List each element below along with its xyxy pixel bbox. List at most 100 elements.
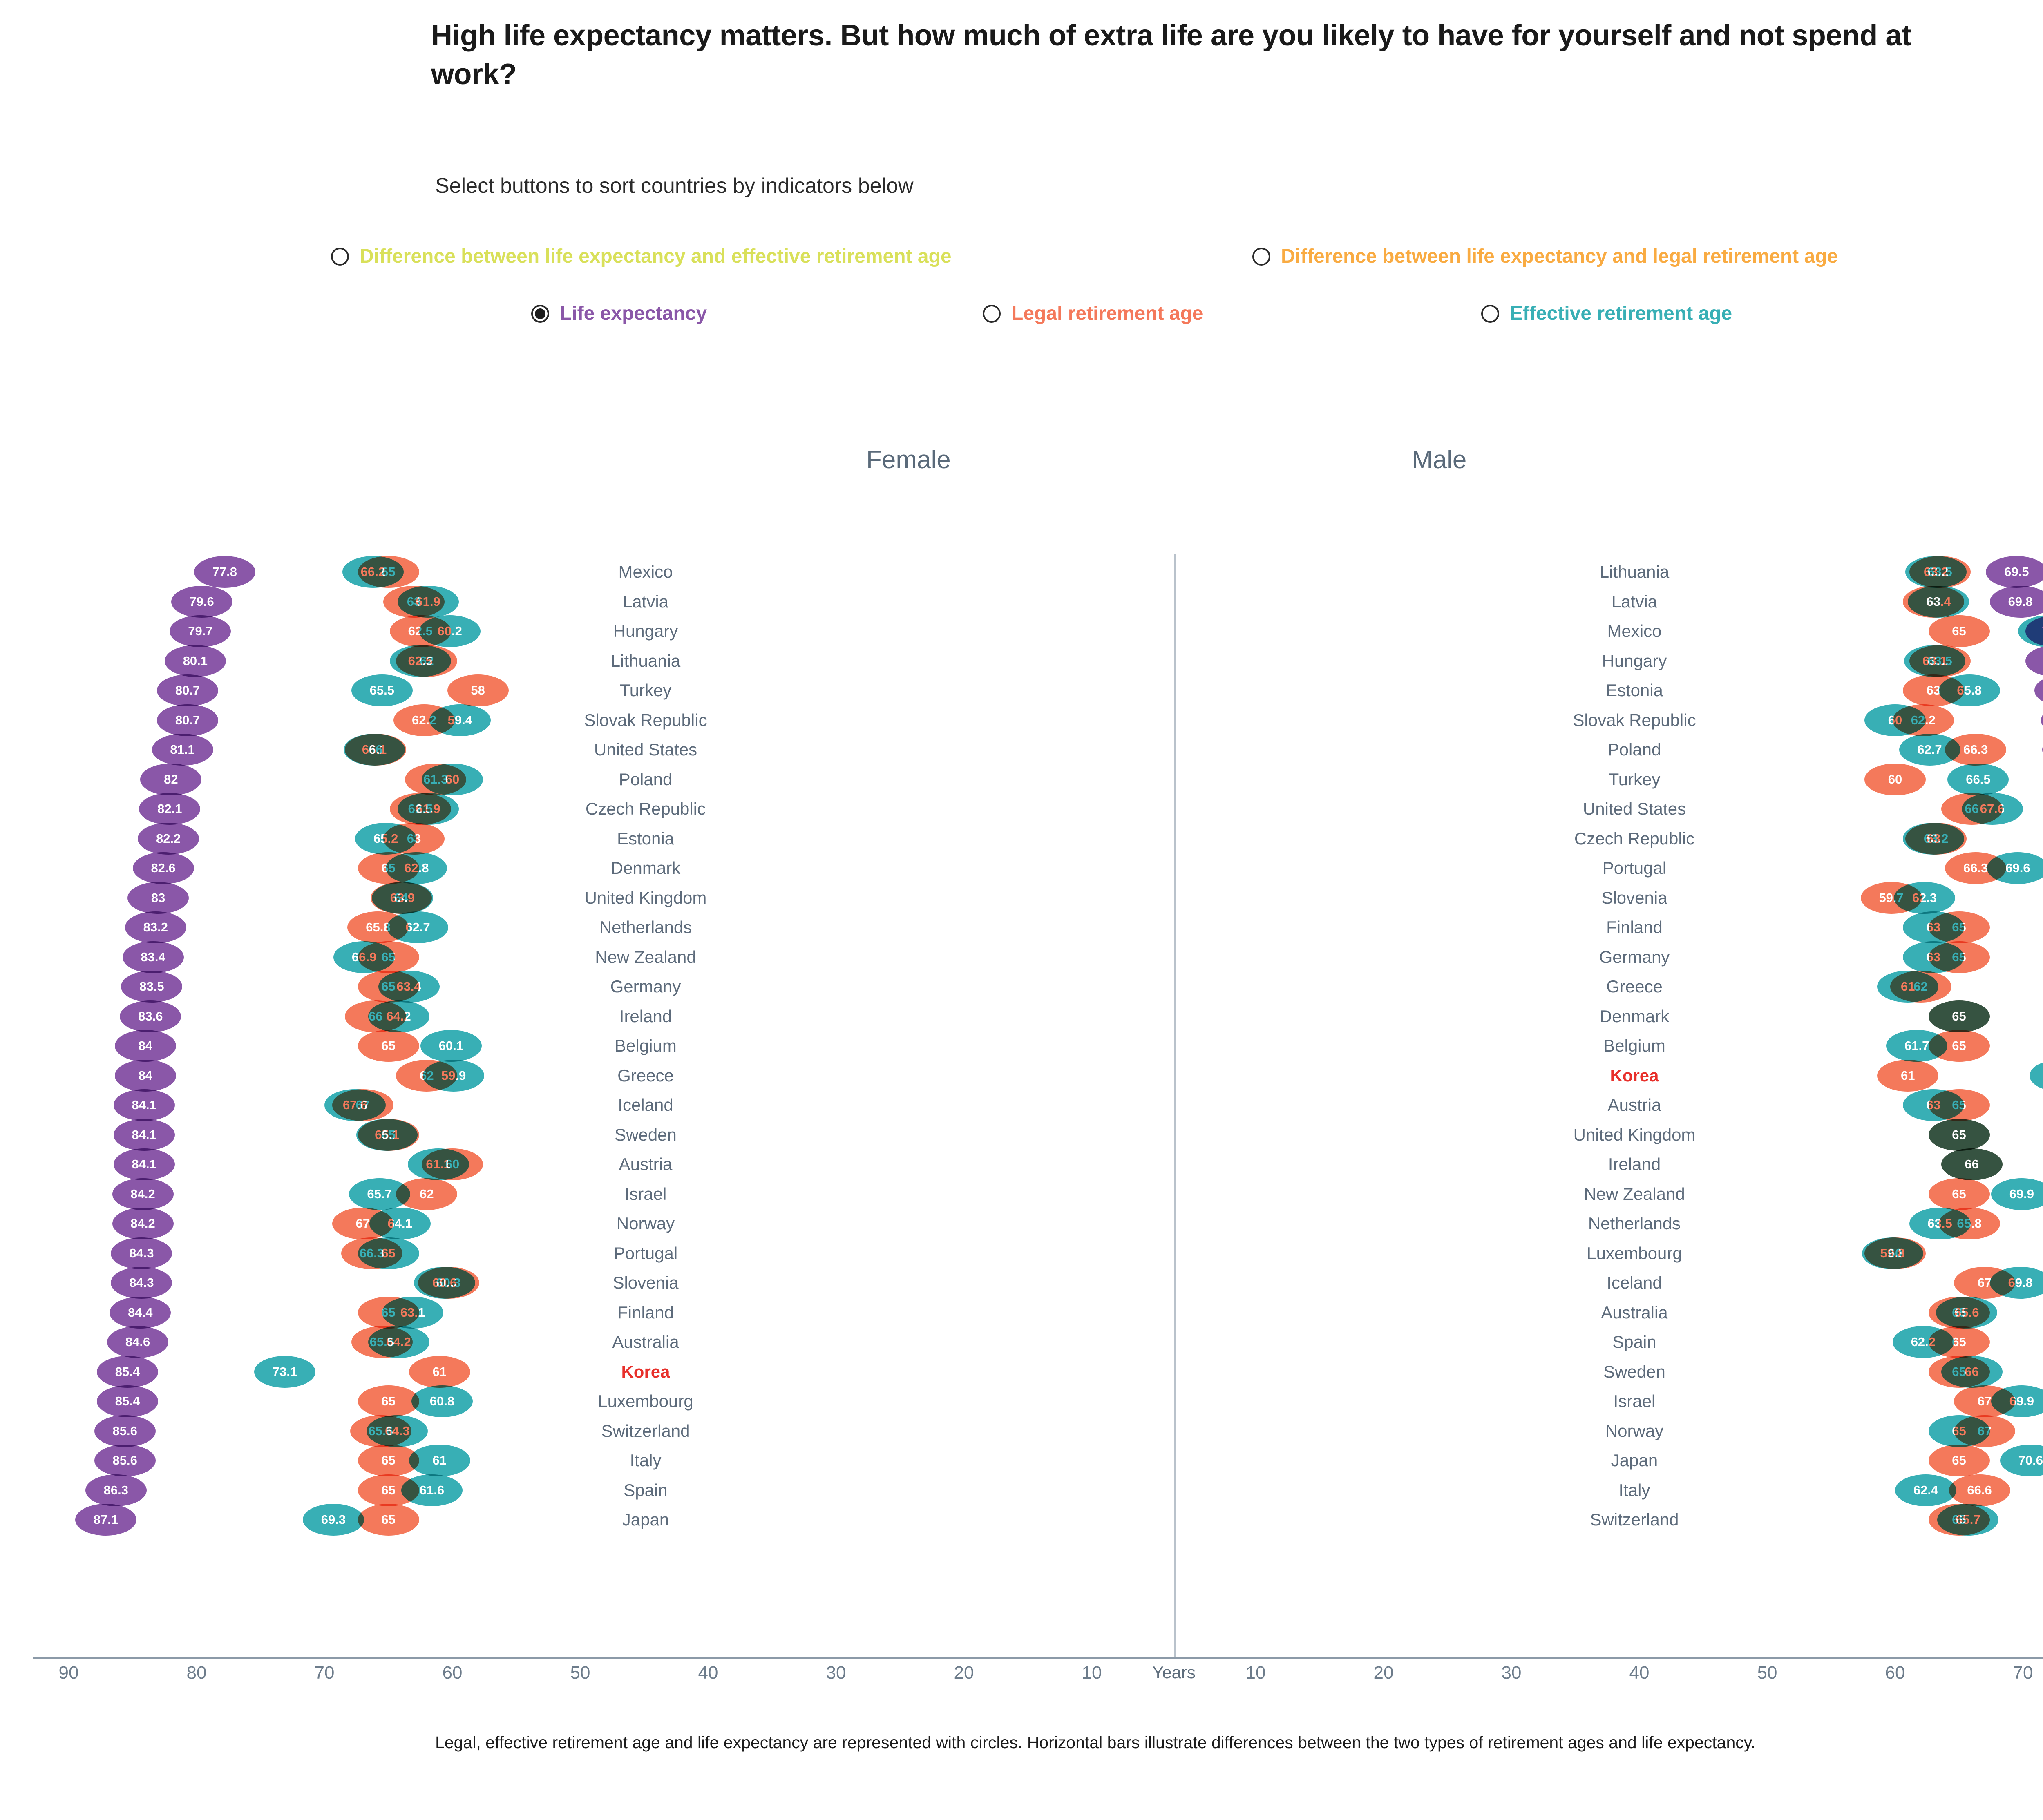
- bubble-female-life-expectancy[interactable]: 80.1: [164, 645, 226, 677]
- bubble-male-effective-retirement[interactable]: 63: [1902, 941, 1964, 973]
- bubble-male-effective-retirement[interactable]: 65.6: [1936, 1296, 1998, 1329]
- bubble-male-effective-retirement[interactable]: 62.4: [1895, 1474, 1957, 1506]
- bubble-female-life-expectancy[interactable]: 87.1: [75, 1504, 136, 1536]
- radio-dot-icon[interactable]: [983, 304, 1001, 323]
- bubble-male-effective-retirement[interactable]: 69.6: [1987, 852, 2043, 884]
- bubble-female-effective-retirement[interactable]: 59.9: [423, 1059, 485, 1092]
- bubble-male-effective-retirement[interactable]: 66: [1941, 1148, 2003, 1180]
- bubble-male-effective-retirement[interactable]: 65: [1928, 1415, 1990, 1447]
- bubble-female-effective-retirement[interactable]: 62.5: [389, 645, 451, 677]
- bubble-male-effective-retirement[interactable]: 70.6: [2000, 1445, 2043, 1476]
- bubble-female-life-expectancy[interactable]: 79.6: [171, 585, 232, 618]
- bubble-female-life-expectancy[interactable]: 80.7: [157, 674, 219, 706]
- bubble-male-life-expectancy[interactable]: 73.9: [2042, 734, 2043, 766]
- bubble-male-effective-retirement[interactable]: 69.9: [1991, 1385, 2043, 1417]
- bubble-female-effective-retirement[interactable]: 62.7: [387, 911, 449, 943]
- bubble-female-life-expectancy[interactable]: 84.3: [111, 1267, 172, 1299]
- bubble-female-effective-retirement[interactable]: 60.1: [420, 1030, 482, 1062]
- bubble-male-life-expectancy[interactable]: 72.6: [2025, 645, 2043, 677]
- bubble-female-legal-retirement[interactable]: 61: [409, 1356, 470, 1388]
- bubble-female-legal-retirement[interactable]: 65: [358, 1504, 419, 1536]
- bubble-female-life-expectancy[interactable]: 82.2: [138, 822, 199, 855]
- bubble-female-effective-retirement[interactable]: 63.9: [371, 882, 433, 914]
- bubble-female-life-expectancy[interactable]: 83.5: [121, 971, 183, 1003]
- bubble-male-effective-retirement[interactable]: 62.2: [1892, 1326, 1954, 1358]
- bubble-female-life-expectancy[interactable]: 82.6: [132, 852, 194, 884]
- bubble-female-life-expectancy[interactable]: 85.6: [94, 1415, 156, 1447]
- bubble-female-effective-retirement[interactable]: 61.9: [397, 793, 459, 825]
- bubble-female-effective-retirement[interactable]: 66.9: [333, 941, 395, 973]
- radio-option-legal-retirement[interactable]: Legal retirement age: [983, 302, 1203, 325]
- bubble-male-effective-retirement[interactable]: 69.9: [1991, 1178, 2043, 1210]
- bubble-male-effective-retirement[interactable]: 65.7: [1937, 1504, 1999, 1536]
- bubble-male-effective-retirement[interactable]: 63: [1902, 911, 1964, 943]
- bubble-female-effective-retirement[interactable]: 61.9: [397, 585, 459, 618]
- bubble-female-effective-retirement[interactable]: 65.2: [355, 822, 417, 855]
- bubble-female-effective-retirement[interactable]: 64.2: [368, 1326, 429, 1358]
- bubble-female-life-expectancy[interactable]: 81.1: [152, 734, 213, 766]
- bubble-male-effective-retirement[interactable]: 65.8: [1938, 674, 2000, 706]
- bubble-male-life-expectancy[interactable]: 69.8: [1989, 585, 2043, 618]
- bubble-female-life-expectancy[interactable]: 84.3: [111, 1237, 172, 1269]
- bubble-male-life-expectancy[interactable]: 73.3: [2034, 674, 2043, 706]
- bubble-female-effective-retirement[interactable]: 65.5: [351, 674, 413, 706]
- bubble-male-legal-retirement[interactable]: 65: [1928, 1178, 1990, 1210]
- bubble-male-life-expectancy[interactable]: 73.8: [2041, 704, 2043, 736]
- radio-option-diff-effective[interactable]: Difference between life expectancy and e…: [331, 245, 952, 268]
- bubble-male-effective-retirement[interactable]: 66: [1941, 1356, 2003, 1388]
- bubble-female-effective-retirement[interactable]: 61.6: [401, 1474, 463, 1506]
- bubble-female-life-expectancy[interactable]: 84.1: [113, 1119, 175, 1151]
- bubble-male-effective-retirement[interactable]: 63.5: [1909, 1208, 1971, 1239]
- radio-dot-icon[interactable]: [1252, 247, 1270, 266]
- bubble-male-effective-retirement[interactable]: 60: [1864, 704, 1926, 736]
- bubble-female-life-expectancy[interactable]: 84.6: [107, 1326, 169, 1358]
- bubble-female-effective-retirement[interactable]: 60.6: [414, 1267, 476, 1299]
- bubble-female-effective-retirement[interactable]: 66.2: [342, 556, 404, 588]
- bubble-male-effective-retirement[interactable]: 63: [1902, 822, 1964, 855]
- radio-dot-icon[interactable]: [1481, 304, 1499, 323]
- bubble-female-life-expectancy[interactable]: 77.8: [194, 556, 255, 588]
- bubble-female-legal-retirement[interactable]: 65: [358, 1445, 419, 1476]
- bubble-female-life-expectancy[interactable]: 86.3: [85, 1474, 147, 1506]
- bubble-male-legal-retirement[interactable]: 66.6: [1949, 1474, 2010, 1506]
- bubble-male-legal-retirement[interactable]: 60: [1864, 763, 1926, 795]
- bubble-female-life-expectancy[interactable]: 84.2: [112, 1178, 174, 1210]
- radio-dot-icon[interactable]: [331, 247, 349, 266]
- bubble-female-effective-retirement[interactable]: 65: [358, 1237, 419, 1269]
- bubble-male-effective-retirement[interactable]: 66.5: [1947, 763, 2009, 795]
- bubble-female-effective-retirement[interactable]: 62.8: [386, 852, 447, 884]
- bubble-female-legal-retirement[interactable]: 65: [358, 1385, 419, 1417]
- bubble-male-life-expectancy[interactable]: 69.5: [1986, 556, 2043, 588]
- bubble-female-effective-retirement[interactable]: 65.1: [356, 1119, 418, 1151]
- bubble-male-effective-retirement[interactable]: 72: [2018, 615, 2043, 647]
- bubble-female-life-expectancy[interactable]: 84.1: [113, 1148, 175, 1180]
- radio-option-effective-retirement[interactable]: Effective retirement age: [1481, 302, 1732, 325]
- bubble-female-life-expectancy[interactable]: 79.7: [170, 615, 231, 647]
- bubble-female-effective-retirement[interactable]: 66.1: [344, 734, 405, 766]
- bubble-female-life-expectancy[interactable]: 84.2: [112, 1208, 174, 1239]
- radio-option-diff-legal[interactable]: Difference between life expectancy and l…: [1252, 245, 1838, 268]
- radio-option-life-expectancy[interactable]: Life expectancy: [531, 302, 707, 325]
- bubble-male-effective-retirement[interactable]: 59.8: [1862, 1237, 1923, 1269]
- bubble-female-effective-retirement[interactable]: 65.7: [349, 1178, 410, 1210]
- bubble-female-effective-retirement[interactable]: 63.4: [378, 971, 440, 1003]
- bubble-female-life-expectancy[interactable]: 83.6: [120, 1000, 181, 1032]
- radio-dot-selected-icon[interactable]: [531, 304, 549, 323]
- bubble-male-legal-retirement[interactable]: 65: [1928, 1445, 1990, 1476]
- bubble-male-effective-retirement[interactable]: 63.1: [1904, 645, 1966, 677]
- bubble-female-effective-retirement[interactable]: 59.4: [429, 704, 491, 736]
- bubble-female-effective-retirement[interactable]: 60.2: [419, 615, 481, 647]
- bubble-male-effective-retirement[interactable]: 61.7: [1886, 1030, 1948, 1062]
- bubble-female-life-expectancy[interactable]: 84.4: [110, 1296, 171, 1329]
- bubble-male-effective-retirement[interactable]: 62.3: [1893, 882, 1955, 914]
- bubble-male-effective-retirement[interactable]: 65: [1928, 1000, 1990, 1032]
- bubble-female-effective-retirement[interactable]: 64.2: [368, 1000, 429, 1032]
- bubble-female-effective-retirement[interactable]: 61: [409, 1445, 470, 1476]
- bubble-female-life-expectancy[interactable]: 84: [114, 1030, 176, 1062]
- bubble-male-legal-retirement[interactable]: 61: [1877, 1059, 1939, 1092]
- bubble-female-life-expectancy[interactable]: 84: [114, 1059, 176, 1092]
- bubble-female-effective-retirement[interactable]: 60.8: [411, 1385, 473, 1417]
- bubble-male-legal-retirement[interactable]: 65: [1928, 615, 1990, 647]
- bubble-female-effective-retirement[interactable]: 69.3: [302, 1504, 364, 1536]
- bubble-female-life-expectancy[interactable]: 83.4: [122, 941, 184, 973]
